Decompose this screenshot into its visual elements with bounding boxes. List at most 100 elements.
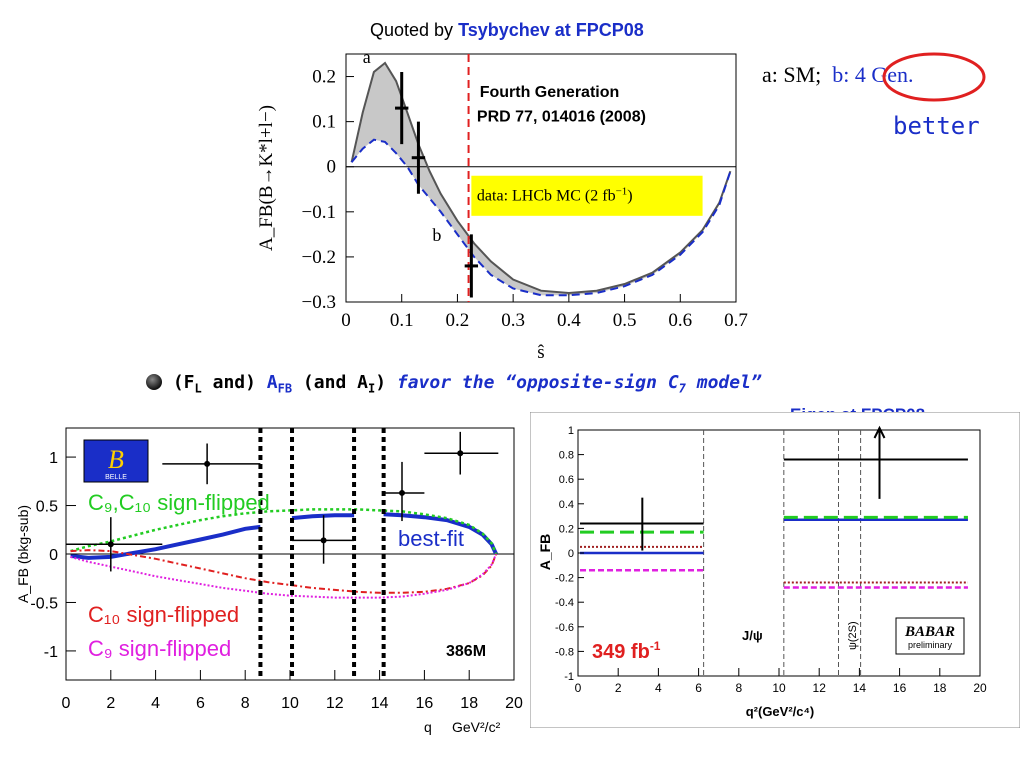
x-tick-label: 14 [853, 681, 867, 695]
x-tick-label: 0.4 [557, 310, 581, 331]
x-tick-label: 10 [281, 695, 299, 712]
x-tick-label: 12 [813, 681, 827, 695]
legend-a: a: SM; [762, 62, 822, 87]
y-tick-label: -0.4 [555, 597, 574, 609]
y-tick-label: 0 [568, 548, 574, 560]
y-tick-label: 0 [49, 547, 58, 564]
curve-c9-sign-flipped [70, 553, 498, 599]
red-circle-highlight [882, 52, 986, 102]
bullet-disc-icon [146, 374, 162, 390]
curve-b-4gen [350, 138, 732, 297]
y-tick-label: 0.2 [559, 523, 574, 535]
x-tick-label: 4 [151, 695, 160, 712]
belle-logo-text: BELLE [105, 474, 127, 481]
x-tick-label: 0.1 [390, 310, 414, 331]
y-tick-label: -0.8 [555, 646, 574, 658]
x-tick-label: 2 [615, 681, 622, 695]
summary-bullet: (FL and) AFB (and AI) favor the “opposit… [146, 372, 762, 396]
x-tick-label: 2 [106, 695, 115, 712]
quoted-name: Tsybychev at FPCP08 [458, 20, 644, 40]
belle-afb-chart: 0 2 4 6 8 10 12 14 16 18 20 1 0.5 0 -0.5 -1 q GeV²/c² A_FB… [15, 427, 523, 735]
quoted-by-caption: Quoted by Tsybychev at FPCP08 [370, 20, 644, 40]
x-axis-label: ŝ [537, 342, 544, 363]
label-bestfit: best-fit [398, 526, 464, 551]
babar-afb-chart: 0 2 4 6 8 10 12 14 16 18 20 1 0.8 0.6 0.4 0.2 0 -0.2 -0.4 -… [530, 412, 1020, 728]
annotation-ref: PRD 77, 014016 (2008) [477, 109, 646, 126]
x-tick-label: 18 [933, 681, 947, 695]
x-tick-label: 16 [416, 695, 434, 712]
label-lumi: 349 fb-1 [592, 639, 661, 663]
label-c10: C₁₀ sign-flipped [88, 602, 239, 627]
x-tick-label: 6 [196, 695, 205, 712]
label-psi2s: ψ(2S) [847, 621, 859, 650]
x-tick-label: 0.6 [668, 310, 692, 331]
x-tick-label: 4 [655, 681, 662, 695]
y-axis-label: A_FB [537, 534, 553, 571]
y-tick-label: 0.1 [312, 112, 336, 133]
x-axis-label: q²(GeV²/c⁴) [746, 704, 815, 719]
data-point [320, 537, 327, 544]
y-tick-label: -1 [44, 644, 58, 661]
label-c9c10: C₉,C₁₀ sign-flipped [88, 490, 270, 515]
x-tick-label: 8 [241, 695, 250, 712]
y-tick-label: 0.5 [36, 499, 58, 516]
curve-label-a: a [363, 47, 371, 67]
label-lumi: 386M [446, 643, 486, 660]
data-point [399, 489, 405, 496]
y-tick-label: 0.2 [312, 67, 336, 88]
curve-a-sm [350, 61, 732, 295]
y-tick-label: 1 [568, 425, 574, 437]
y-tick-label: -0.6 [555, 622, 574, 634]
y-tick-label: -0.5 [30, 595, 58, 612]
y-axis-label: A_FB (bkg-sub) [15, 505, 31, 603]
x-tick-label: 10 [772, 681, 786, 695]
x-tick-label: 20 [505, 695, 523, 712]
x-tick-label: 0 [341, 310, 351, 331]
data-box-text: data: LHCb MC (2 fb−1) [477, 186, 633, 205]
legend-b: b: 4 Gen. [832, 62, 914, 87]
belle-logo [83, 439, 149, 483]
x-tick-label: 18 [460, 695, 478, 712]
data-point [107, 541, 114, 548]
x-tick-label: 16 [893, 681, 907, 695]
x-tick-label: 0 [575, 681, 582, 695]
x-tick-label: 0.2 [446, 310, 470, 331]
annotation-title: Fourth Generation [480, 84, 620, 101]
x-tick-label: 6 [695, 681, 702, 695]
y-tick-label: -1 [564, 671, 574, 683]
better-label: better [893, 112, 980, 140]
data-point [204, 460, 211, 467]
x-tick-label: 0 [62, 695, 71, 712]
belle-logo-glyph: B [108, 445, 124, 474]
babar-logo-text: BABAR [904, 624, 955, 640]
x-tick-label: 14 [371, 695, 389, 712]
x-tick-label: 0.5 [613, 310, 637, 331]
arrow-up-icon [873, 425, 886, 439]
x-axis-label-unit: GeV²/c² [452, 719, 501, 735]
x-tick-label: 0.7 [724, 310, 748, 331]
y-tick-label: 1 [49, 450, 58, 467]
y-axis-label: A_FB(B→K*l+l−) [256, 105, 277, 251]
data-point [457, 450, 464, 457]
y-tick-label: 0 [327, 157, 337, 178]
x-axis-label-q: q [424, 719, 432, 735]
curve-best-fit [70, 524, 261, 560]
y-tick-label: 0.6 [559, 474, 574, 486]
curve-c10-sign-flipped [70, 549, 498, 594]
y-tick-label: 0.8 [559, 450, 574, 462]
label-jpsi: J/ψ [742, 628, 763, 643]
babar-logo-box [895, 617, 965, 655]
curve-label-b: b [432, 225, 441, 245]
y-tick-label: −0.2 [302, 247, 336, 268]
x-tick-label: 20 [973, 681, 987, 695]
y-tick-label: 0.4 [559, 499, 574, 511]
uncertainty-band [351, 63, 731, 296]
label-c9: C₉ sign-flipped [88, 636, 231, 661]
label-preliminary: preliminary [908, 640, 953, 650]
x-tick-label: 12 [326, 695, 344, 712]
model-legend: a: SM; b: 4 Gen. [762, 62, 914, 88]
curve-c9-c10-sign-flipped [70, 508, 498, 555]
y-tick-label: -0.2 [555, 573, 574, 585]
y-tick-label: −0.3 [302, 292, 336, 313]
lhcb-afb-chart: 0 0.1 0.2 0.3 0.4 0.5 0.6 0.7 0.2 0.1 0 −0.1 −0.2 −0.… [256, 47, 748, 363]
